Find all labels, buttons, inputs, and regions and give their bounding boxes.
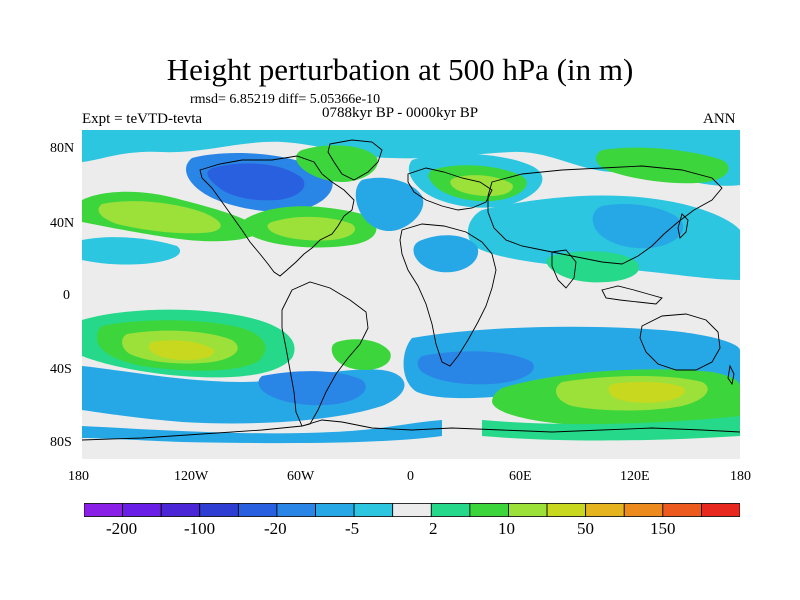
- colorbar-label: -5: [345, 519, 360, 538]
- field-siberia-green: [596, 147, 729, 184]
- colorbar-box: [469, 503, 509, 517]
- colorbar-box: [160, 503, 201, 517]
- contour-fields: [82, 130, 740, 459]
- lon-label-60w: 60W: [287, 469, 315, 484]
- colorbar-box: [315, 503, 355, 517]
- field-atl-blue: [355, 177, 424, 232]
- experiment-label: Expt = teVTD-tevta: [82, 111, 203, 127]
- coast-south-america: [281, 281, 369, 427]
- coast-greenland: [327, 139, 383, 181]
- lon-label-180w: 180: [68, 469, 89, 484]
- colorbar-box: [237, 503, 278, 517]
- coast-india: [551, 249, 577, 289]
- period-label: 0788kyr BP - 0000kyr BP: [322, 105, 479, 121]
- field-india-teal: [546, 251, 639, 283]
- field-spac-blue2: [258, 371, 366, 406]
- coast-asia: [487, 165, 723, 265]
- coastlines: [82, 139, 740, 441]
- field-npac-cyan: [82, 237, 181, 265]
- coast-japan: [677, 213, 689, 239]
- field-arctic-cyan: [82, 130, 740, 186]
- lon-label-180e: 180: [730, 469, 751, 484]
- field-greenland-green: [296, 145, 378, 182]
- colorbar-label: -20: [264, 519, 287, 538]
- colorbar-label: -200: [106, 519, 138, 538]
- field-usa-yellowgreen: [267, 216, 356, 241]
- lat-label-40n: 40N: [50, 216, 75, 231]
- field-sio-blue2: [417, 351, 534, 385]
- lon-label-60e: 60E: [509, 469, 532, 484]
- colorbar-box: [701, 503, 740, 517]
- colorbar-boxes: [84, 503, 740, 517]
- lon-label-120w: 120W: [174, 469, 209, 484]
- coast-north-america: [199, 155, 355, 277]
- colorbar-box: [84, 503, 123, 517]
- colorbar-box: [122, 503, 162, 517]
- field-sio-yellow: [608, 381, 685, 403]
- colorbar-box: [430, 503, 471, 517]
- colorbar-box: [353, 503, 394, 517]
- coast-australia: [639, 313, 721, 371]
- colorbar-box: [508, 503, 548, 517]
- coast-europe: [407, 167, 493, 211]
- colorbar-label: 10: [498, 519, 515, 538]
- colorbar-box: [276, 503, 316, 517]
- colorbar-label: 2: [429, 519, 438, 538]
- colorbar-box: [546, 503, 587, 517]
- coast-africa: [399, 223, 497, 367]
- colorbar-label: 150: [650, 519, 676, 538]
- field-antarctic-teal: [482, 416, 740, 441]
- colorbar: [84, 503, 740, 517]
- season-label: ANN: [703, 111, 736, 127]
- contour-map: [82, 130, 740, 459]
- field-arabia-blue: [413, 235, 479, 273]
- field-satl-green: [331, 339, 391, 370]
- colorbar-box: [623, 503, 664, 517]
- colorbar-box: [585, 503, 625, 517]
- lat-label-eq: 0: [63, 288, 70, 303]
- colorbar-box: [392, 503, 432, 517]
- field-npac-yellowgreen: [98, 201, 221, 234]
- colorbar-label: 50: [577, 519, 594, 538]
- colorbar-box: [662, 503, 702, 517]
- coast-new-zealand: [727, 364, 735, 386]
- lon-label-0: 0: [407, 469, 414, 484]
- lat-label-80n: 80N: [50, 141, 75, 156]
- coast-indonesia: [601, 285, 663, 305]
- field-na-darkblue: [207, 163, 305, 201]
- stats-label: rmsd= 6.85219 diff= 5.05366e-10: [190, 92, 381, 107]
- field-spac-yellow: [148, 340, 215, 360]
- colorbar-box: [199, 503, 239, 517]
- field-antarctic-blue: [82, 420, 442, 444]
- lat-label-80s: 80S: [50, 435, 72, 450]
- figure-title: Height perturbation at 500 hPa (in m): [166, 52, 634, 87]
- lat-label-40s: 40S: [50, 362, 72, 377]
- colorbar-label: -100: [184, 519, 216, 538]
- coast-antarctica: [82, 419, 740, 441]
- lon-label-120e: 120E: [620, 469, 650, 484]
